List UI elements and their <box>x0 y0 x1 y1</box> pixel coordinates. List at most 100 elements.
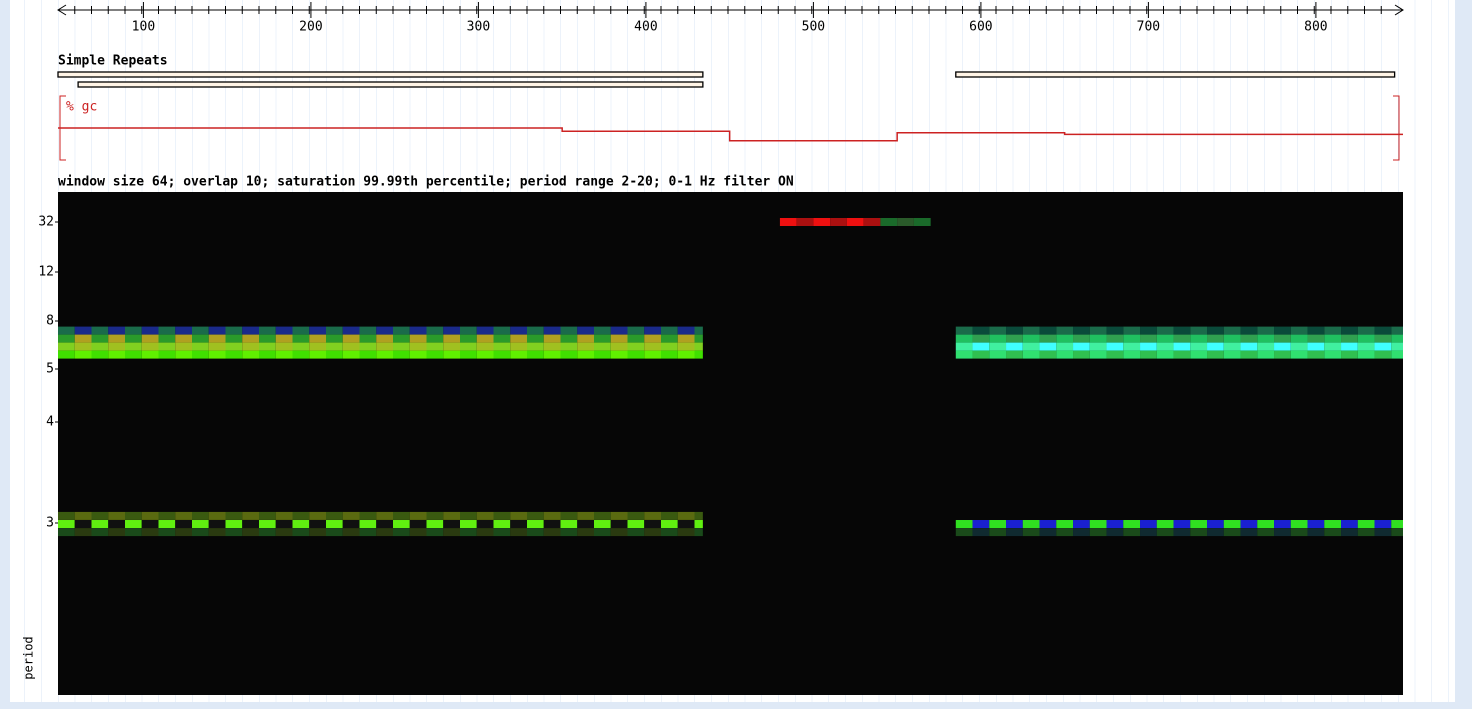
spectrogram-cell <box>427 528 444 536</box>
spectrogram-cell <box>427 351 444 359</box>
spectrogram-cell <box>242 528 259 536</box>
spectrogram-cell <box>644 335 661 343</box>
spectrogram-cell <box>1140 351 1157 359</box>
spectrogram-cell <box>544 512 561 520</box>
spectrogram-cell <box>1291 327 1308 335</box>
spectrogram-cell <box>159 327 176 335</box>
spectrogram-cell <box>661 343 678 351</box>
spectrogram-cell <box>242 335 259 343</box>
spectrogram-cell <box>427 512 444 520</box>
spectrogram-caption: window size 64; overlap 10; saturation 9… <box>58 175 794 190</box>
spectrogram-cell <box>1391 335 1403 343</box>
spectrogram-cell <box>1341 520 1358 528</box>
spectrogram-cell <box>108 520 125 528</box>
spectrogram-cell <box>1324 327 1341 335</box>
spectrogram-cell <box>410 528 427 536</box>
spectrogram-cell <box>226 528 243 536</box>
spectrogram-cell <box>1174 520 1191 528</box>
spectrogram-cell <box>1375 343 1392 351</box>
ruler-label: 500 <box>802 20 825 35</box>
spectrogram-cell <box>1157 520 1174 528</box>
spectrogram-cell <box>1107 351 1124 359</box>
spectrogram-cell <box>544 327 561 335</box>
spectrogram-cell <box>159 512 176 520</box>
spectrogram-cell <box>108 327 125 335</box>
spectrogram-stripe <box>956 351 1403 359</box>
spectrogram-cell <box>577 512 594 520</box>
repeat-feature <box>58 72 703 77</box>
spectrogram-cell <box>1190 351 1207 359</box>
spectrogram-cell <box>1224 528 1241 536</box>
spectrogram-cell <box>360 520 377 528</box>
spectrogram-cell <box>209 351 226 359</box>
spectrogram-cell <box>226 351 243 359</box>
spectrogram-cell <box>1324 351 1341 359</box>
spectrogram-cell <box>544 343 561 351</box>
spectrogram-cell <box>494 512 511 520</box>
spectrogram-cell <box>443 335 460 343</box>
spectrogram-cell <box>410 327 427 335</box>
spectrogram-cell <box>309 528 326 536</box>
spectrogram-cell <box>1391 520 1403 528</box>
spectrogram-cell <box>360 351 377 359</box>
spectrogram-cell <box>1107 528 1124 536</box>
spectrogram-cell <box>1241 327 1258 335</box>
spectrogram-cell <box>1040 520 1057 528</box>
spectrogram-cell <box>75 351 92 359</box>
spectrogram-cell <box>628 512 645 520</box>
spectrogram-cell <box>527 327 544 335</box>
spectrogram-cell <box>1090 343 1107 351</box>
spectrogram-cell <box>1073 335 1090 343</box>
spectrogram-cell <box>1190 327 1207 335</box>
spectrogram-cell <box>159 528 176 536</box>
spectrogram-cell <box>460 343 477 351</box>
repeat-feature <box>956 72 1395 77</box>
spectrogram-cell <box>1056 351 1073 359</box>
spectrogram-cell <box>1291 335 1308 343</box>
spectrogram-cell <box>376 528 393 536</box>
spectrogram-cell <box>108 335 125 343</box>
spectrogram-cell <box>1308 528 1325 536</box>
spectrogram-cell <box>1157 528 1174 536</box>
spectrogram-cell <box>510 512 527 520</box>
spectrogram-cell <box>661 335 678 343</box>
spectrogram-cell <box>293 528 310 536</box>
spectrogram-cell <box>594 335 611 343</box>
spectrogram-stripe <box>956 335 1403 343</box>
spectrogram-stripe <box>956 343 1403 351</box>
spectrogram-cell <box>92 528 109 536</box>
spectrogram-cell <box>544 351 561 359</box>
spectrogram-cell <box>1224 351 1241 359</box>
spectrogram-cell <box>58 343 75 351</box>
spectrogram-cell <box>989 520 1006 528</box>
spectrogram-cell <box>242 327 259 335</box>
y-tick-label: 4 <box>46 415 54 430</box>
spectrogram-cell <box>209 512 226 520</box>
spectrogram-cell <box>159 520 176 528</box>
spectrogram-cell <box>956 335 973 343</box>
spectrogram-cell <box>75 520 92 528</box>
spectrogram-cell <box>644 528 661 536</box>
spectrogram-cell <box>628 520 645 528</box>
spectrogram-cell <box>561 327 578 335</box>
spectrogram-cell <box>1375 520 1392 528</box>
spectrogram-cell <box>661 520 678 528</box>
spectrogram-cell <box>1274 351 1291 359</box>
spectrogram-cell <box>973 335 990 343</box>
spectrogram-cell <box>678 351 695 359</box>
spectrogram-cell <box>58 351 75 359</box>
spectrogram-cell <box>309 335 326 343</box>
spectrogram-cell <box>1107 335 1124 343</box>
spectrogram-cell <box>1358 335 1375 343</box>
spectrogram-cell <box>510 335 527 343</box>
spectrogram-cell <box>443 351 460 359</box>
spectrogram-cell <box>628 528 645 536</box>
spectrogram-cell <box>1023 520 1040 528</box>
spectrogram-cell <box>393 335 410 343</box>
spectrogram-cell <box>1207 327 1224 335</box>
spectrogram-cell <box>561 351 578 359</box>
spectrogram-cell <box>259 512 276 520</box>
spectrogram-cell <box>376 327 393 335</box>
spectrogram-cell <box>410 335 427 343</box>
spectrogram-cell <box>226 512 243 520</box>
